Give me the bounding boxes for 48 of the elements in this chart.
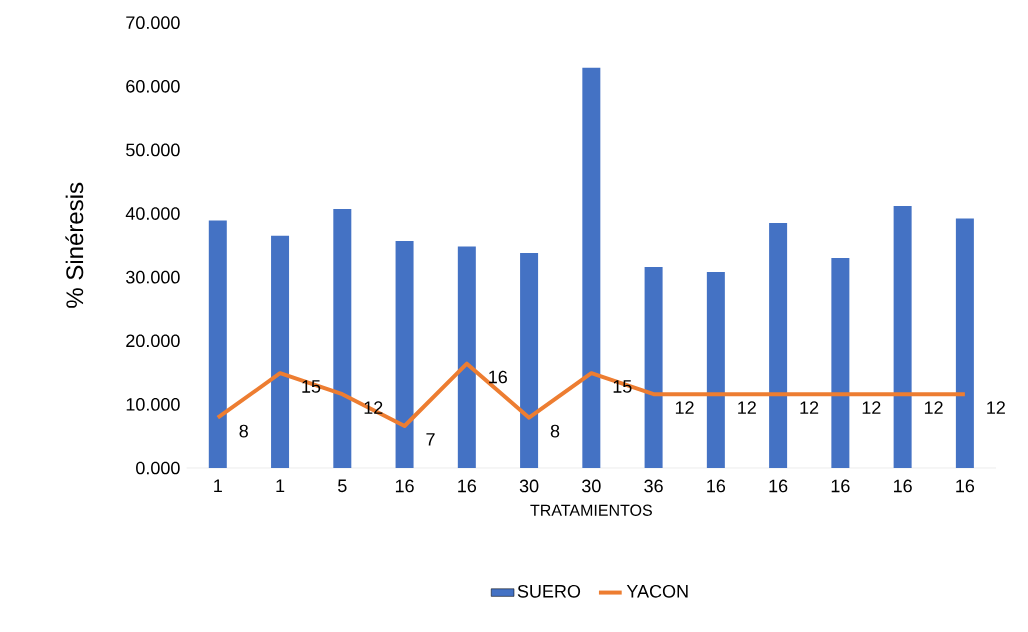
- bar: [769, 223, 788, 468]
- bar: [208, 220, 227, 468]
- legend-label: SUERO: [517, 584, 581, 598]
- data-label: 12: [675, 401, 694, 414]
- data-label: 12: [987, 401, 1005, 414]
- y-tick-label: 0.000: [136, 461, 180, 475]
- x-tick-label: 1: [214, 479, 222, 492]
- bar: [271, 235, 290, 468]
- y-tick-label: 40.000: [125, 207, 180, 220]
- bar: [893, 205, 912, 468]
- bar: [395, 240, 414, 468]
- bar: [706, 272, 725, 468]
- x-tick-label: 30: [582, 479, 601, 493]
- x-tick-label: 16: [769, 479, 788, 493]
- x-tick-label: 5: [338, 479, 347, 493]
- data-label: 7: [426, 433, 435, 446]
- x-tick-label: 30: [519, 479, 539, 493]
- bar: [457, 246, 476, 468]
- y-tick-label: 20.000: [126, 334, 180, 348]
- bar: [831, 258, 850, 468]
- data-label: 8: [550, 424, 560, 438]
- x-tick-label: 16: [893, 479, 912, 493]
- y-tick-label: 50.000: [126, 143, 180, 157]
- data-label: 8: [239, 424, 248, 438]
- bar: [520, 252, 539, 468]
- legend-label: YACON: [626, 584, 688, 598]
- data-label: 12: [738, 401, 756, 414]
- y-tick-label: 70.000: [126, 16, 180, 30]
- x-tick-label: 16: [707, 479, 726, 493]
- bar: [955, 218, 974, 468]
- y-tick-label: 30.000: [126, 270, 180, 284]
- x-tick-label: 16: [956, 479, 975, 493]
- bar: [333, 209, 352, 468]
- x-tick-label: 16: [831, 479, 850, 493]
- bar: [582, 67, 601, 468]
- y-tick-label: 60.000: [126, 79, 180, 93]
- data-label: 12: [924, 401, 943, 414]
- data-label: 12: [862, 401, 881, 414]
- x-tick-label: 36: [644, 479, 663, 493]
- data-label: 16: [489, 370, 507, 384]
- x-tick-label: 1: [276, 479, 285, 492]
- x-tick-label: 16: [458, 479, 477, 493]
- x-tick-label: 16: [395, 479, 414, 493]
- y-tick-label: 10.000: [126, 398, 180, 411]
- x-axis-title: TRATAMIENTOS: [530, 504, 652, 516]
- bar: [644, 266, 663, 468]
- y-axis-title: % Sinéresis: [65, 182, 84, 308]
- data-label: 12: [800, 401, 819, 414]
